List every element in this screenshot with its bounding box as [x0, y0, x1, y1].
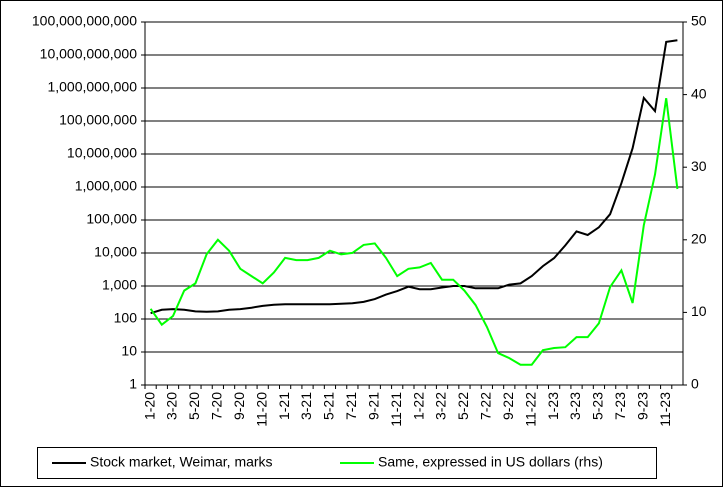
x-tick-label: 11-20 — [253, 392, 269, 427]
x-tick-label: 1-21 — [276, 392, 292, 420]
x-tick-label: 5-22 — [455, 392, 471, 420]
y-tick-label: 100 — [114, 310, 138, 326]
x-tick-label: 5-21 — [321, 392, 337, 420]
x-tick-label: 7-21 — [343, 392, 359, 420]
x-tick-label: 9-20 — [231, 392, 247, 420]
x-tick-label: 7-20 — [209, 392, 225, 420]
y2-tick-label: 10 — [691, 303, 707, 319]
x-tick-label: 3-22 — [433, 392, 449, 420]
y-tick-label: 1,000,000,000 — [47, 79, 137, 95]
y-tick-label: 10 — [121, 343, 137, 359]
legend-label: Same, expressed in US dollars (rhs) — [378, 454, 603, 470]
series-line — [149, 98, 679, 366]
y-tick-label: 100,000 — [86, 211, 137, 227]
y2-tick-label: 20 — [691, 231, 707, 247]
x-tick-label: 11-23 — [657, 392, 673, 427]
x-tick-label: 11-21 — [388, 392, 404, 427]
x-tick-label: 5-20 — [186, 392, 202, 420]
y2-tick-label: 0 — [691, 376, 699, 392]
y-tick-label: 1,000 — [102, 277, 137, 293]
x-tick-label: 7-22 — [478, 392, 494, 420]
y-tick-label: 1 — [129, 376, 137, 392]
x-tick-label: 3-21 — [298, 392, 314, 420]
y2-tick-label: 40 — [691, 85, 707, 101]
x-tick-label: 3-20 — [164, 392, 180, 420]
x-tick-label: 9-21 — [365, 392, 381, 420]
y2-tick-label: 50 — [691, 13, 707, 29]
x-tick-label: 11-22 — [522, 392, 538, 427]
y-tick-label: 10,000 — [94, 244, 137, 260]
y-tick-label: 1,000,000 — [75, 178, 137, 194]
y2-tick-label: 30 — [691, 158, 707, 174]
legend-label: Stock market, Weimar, marks — [90, 454, 273, 470]
series-line — [150, 39, 678, 315]
x-tick-label: 1-22 — [410, 392, 426, 420]
y-tick-label: 100,000,000 — [59, 112, 137, 128]
y-tick-label: 10,000,000,000 — [40, 46, 138, 62]
x-tick-label: 3-23 — [567, 392, 583, 420]
x-tick-label: 1-23 — [545, 392, 561, 420]
x-tick-label: 9-22 — [500, 392, 516, 420]
x-tick-label: 9-23 — [634, 392, 650, 420]
y-tick-label: 100,000,000,000 — [32, 13, 137, 29]
x-tick-label: 5-23 — [590, 392, 606, 420]
y-tick-label: 10,000,000 — [67, 145, 137, 161]
x-tick-label: 1-20 — [141, 392, 157, 420]
x-tick-label: 7-23 — [612, 392, 628, 420]
plot-area — [144, 21, 684, 386]
